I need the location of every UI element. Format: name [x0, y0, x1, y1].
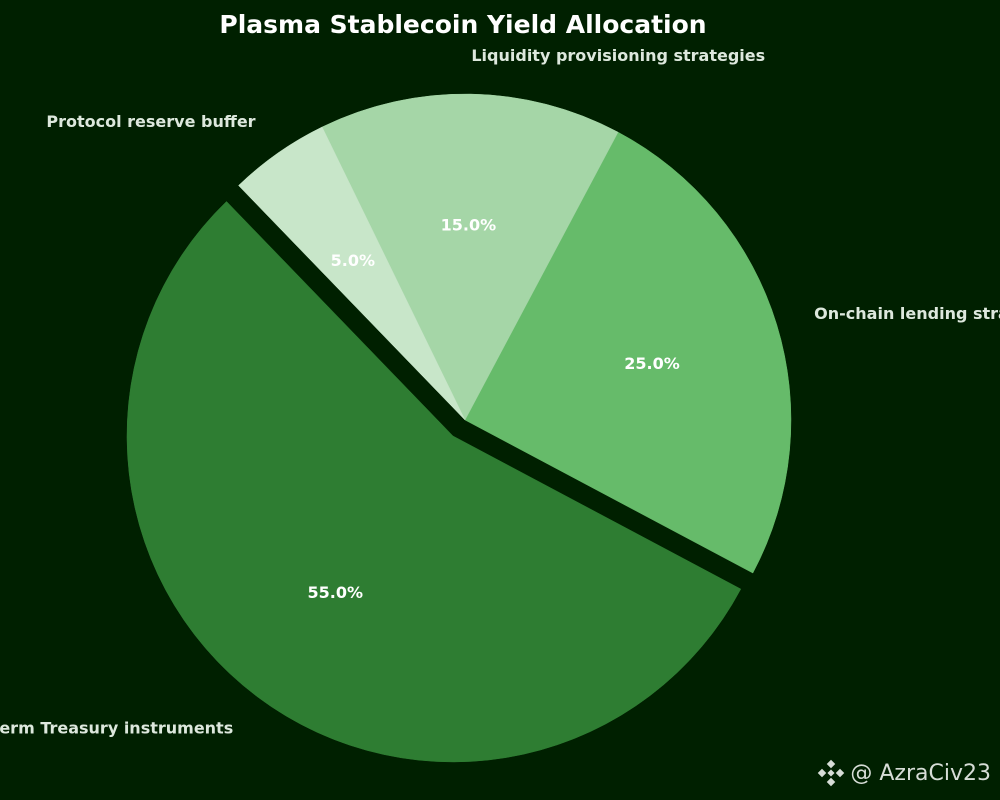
pie-slice-2: [321, 93, 619, 421]
pie-category-label-3: Protocol reserve buffer: [46, 112, 255, 131]
pie-percent-label-2: 15.0%: [441, 215, 497, 234]
watermark-handle: @ AzraCiv23: [850, 760, 991, 786]
pie-percent-label-1: 25.0%: [624, 354, 680, 373]
pie-slice-3: [238, 126, 466, 421]
binance-logo-icon: [818, 759, 845, 787]
chart-title: Plasma Stablecoin Yield Allocation: [219, 10, 706, 39]
pie-slice-1: [464, 131, 792, 574]
pie-percent-label-3: 5.0%: [331, 251, 375, 270]
pie-slice-0: [126, 201, 742, 763]
pie-percent-label-0: 55.0%: [307, 583, 363, 602]
watermark: @ AzraCiv23: [816, 758, 991, 788]
pie-category-label-1: On-chain lending strategies: [814, 304, 1000, 323]
pie-labels: 25.0% On-chain lending strategies 15.0% Liq…: [0, 46, 1000, 738]
pie-category-label-2: Liquidity provisioning strategies: [471, 46, 765, 65]
pie-slices: [126, 93, 792, 763]
pie-category-label-0: Short-term Treasury instruments: [0, 719, 233, 738]
